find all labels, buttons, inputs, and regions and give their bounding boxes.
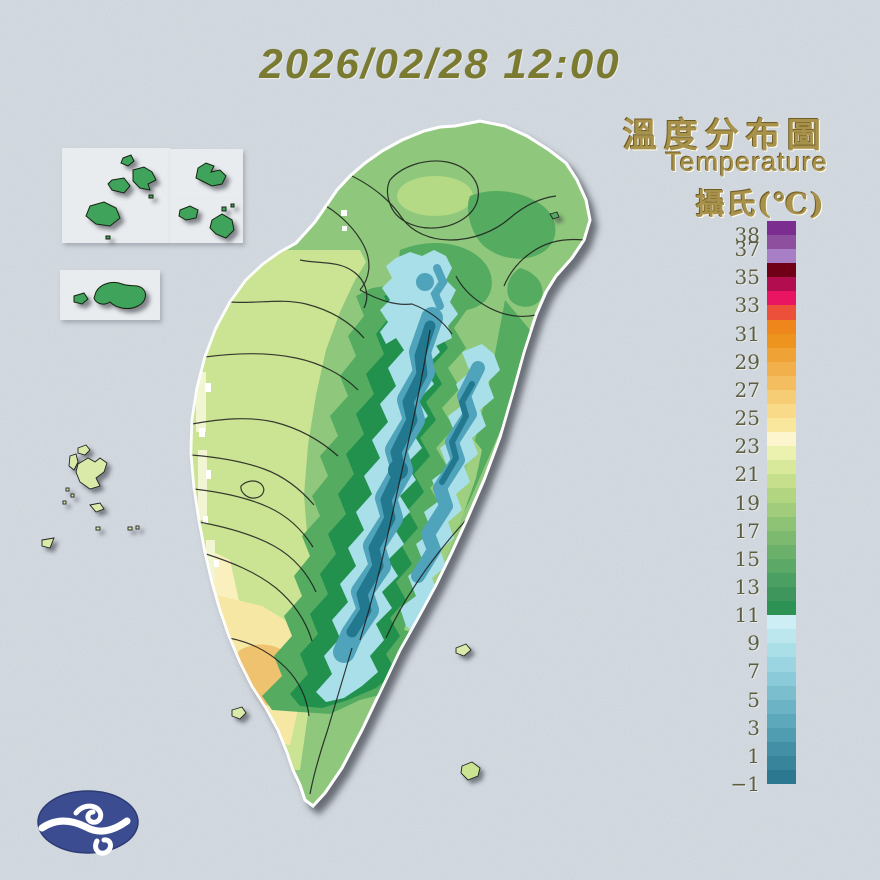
mountain-cold-regions: [316, 250, 500, 702]
islet: [209, 213, 235, 239]
colorbar-band: [767, 643, 796, 658]
colorbar-band: [767, 741, 796, 756]
colorbar-band: [767, 770, 796, 785]
islet: [178, 205, 199, 221]
colorbar-band: [767, 389, 796, 405]
colorbar-band: [767, 249, 796, 264]
colorbar-band: [767, 375, 796, 390]
datetime-title: 2026/02/28 12:00: [259, 40, 621, 87]
colorbar-band: [767, 418, 796, 433]
temperature-colorbar: [767, 221, 796, 785]
colorbar-band: [767, 488, 796, 503]
islet: [107, 177, 131, 194]
colorbar-band: [767, 305, 796, 320]
islet: [230, 203, 235, 208]
colorbar-band: [767, 699, 796, 714]
colorbar-band: [767, 502, 796, 517]
colorbar-band: [767, 544, 796, 559]
colorbar-band: [767, 685, 796, 700]
penghu-islands: [41, 444, 140, 549]
colorbar-band: [767, 221, 796, 236]
islet: [93, 281, 146, 310]
colorbar-band: [767, 671, 796, 686]
colorbar-band: [767, 755, 796, 771]
islet: [85, 201, 121, 227]
green-island-islet: [455, 643, 472, 657]
colorbar-band: [767, 516, 796, 531]
taipei-basin-region: [397, 176, 473, 216]
colorbar-band: [767, 601, 796, 616]
logo-wave-icon: [38, 803, 131, 856]
islet: [120, 154, 135, 167]
colorbar-band: [767, 460, 796, 475]
colorbar-band: [767, 530, 796, 545]
inset-box-matsu: [62, 148, 170, 243]
island-inset-boxes: [60, 148, 243, 320]
colorbar-band: [767, 235, 796, 250]
colorbar-band: [767, 361, 796, 376]
colorbar-band: [767, 727, 796, 742]
colorbar-band: [767, 333, 796, 348]
cwb-logo: [37, 790, 139, 856]
county-boundaries: [191, 160, 585, 795]
colorbar-band: [767, 347, 796, 362]
colorbar-band: [767, 629, 796, 644]
liuqiu-islet: [231, 706, 247, 720]
islet: [105, 235, 111, 240]
offshore-islands: [231, 211, 560, 781]
islet: [148, 194, 154, 199]
colorbar-band: [767, 319, 796, 334]
colorbar-band: [767, 572, 796, 588]
colorbar-band: [767, 474, 796, 489]
colorbar-band: [767, 558, 796, 573]
colorbar-band: [767, 277, 796, 292]
colorbar-band: [767, 446, 796, 461]
inset-islands: [73, 154, 235, 310]
orchid-island-islet: [460, 761, 481, 781]
colorbar-band: [767, 432, 796, 447]
islet: [221, 206, 227, 212]
islet: [195, 162, 227, 187]
islet: [132, 166, 157, 191]
islet: [73, 292, 89, 305]
colorbar-band: [767, 263, 796, 278]
colorbar-band: [767, 404, 796, 419]
guishan-islet: [549, 211, 560, 220]
coastal-light-strips: [196, 372, 215, 580]
colorbar-band: [767, 615, 796, 630]
colorbar-band: [767, 291, 796, 306]
colorbar-band: [767, 587, 796, 602]
colorbar-band: [767, 657, 796, 672]
colorbar-band: [767, 713, 796, 728]
